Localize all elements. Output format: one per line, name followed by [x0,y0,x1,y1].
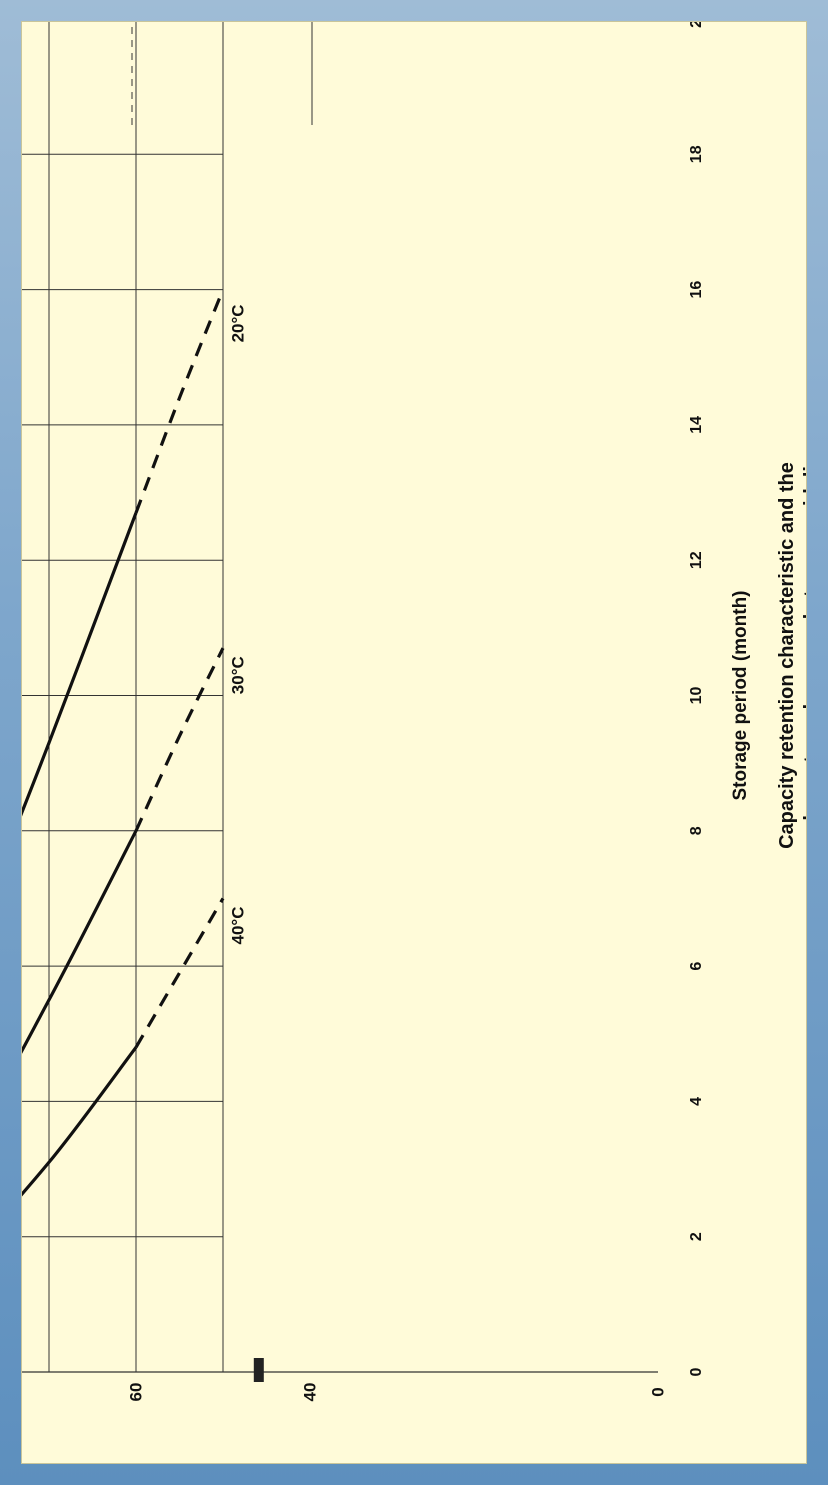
chart-title-line-2: supplementary charge and storage guideli… [801,443,806,869]
x-tick-label-12: 12 [688,551,705,569]
series-line-40C-dashed [134,897,225,1049]
x-tick-label-4: 4 [688,1097,705,1106]
series-label-40C: 40°C [228,907,247,945]
chart-title-line-1: Capacity retention characteristic and th… [776,462,798,849]
y-tick-label-60: 60 [127,1383,146,1402]
x-tick-label-20: 20 [688,22,705,28]
x-tick-label-8: 8 [688,826,705,835]
series-line-20C-solid [22,512,138,817]
x-axis-title: Storage period (month) [730,590,751,800]
axis-break-mark [253,1358,264,1382]
series-line-40C-solid [22,1046,138,1197]
x-tick-label-10: 10 [688,687,705,705]
series-line-20C-dashed [134,289,225,514]
x-tick-label-14: 14 [688,416,705,434]
series-line-30C-solid [22,830,138,1054]
series-line-30C-dashed [134,647,225,832]
y-tick-label-0: 0 [649,1387,668,1396]
x-tick-label-2: 2 [688,1232,705,1241]
x-tick-label-0: 0 [688,1367,705,1376]
x-tick-label-16: 16 [688,281,705,299]
series-label-30C: 30°C [228,656,247,694]
y-tick-label-40: 40 [301,1383,320,1402]
x-tick-label-6: 6 [688,962,705,971]
x-tick-label-18: 18 [688,145,705,163]
series-label-20C: 20°C [228,304,247,342]
